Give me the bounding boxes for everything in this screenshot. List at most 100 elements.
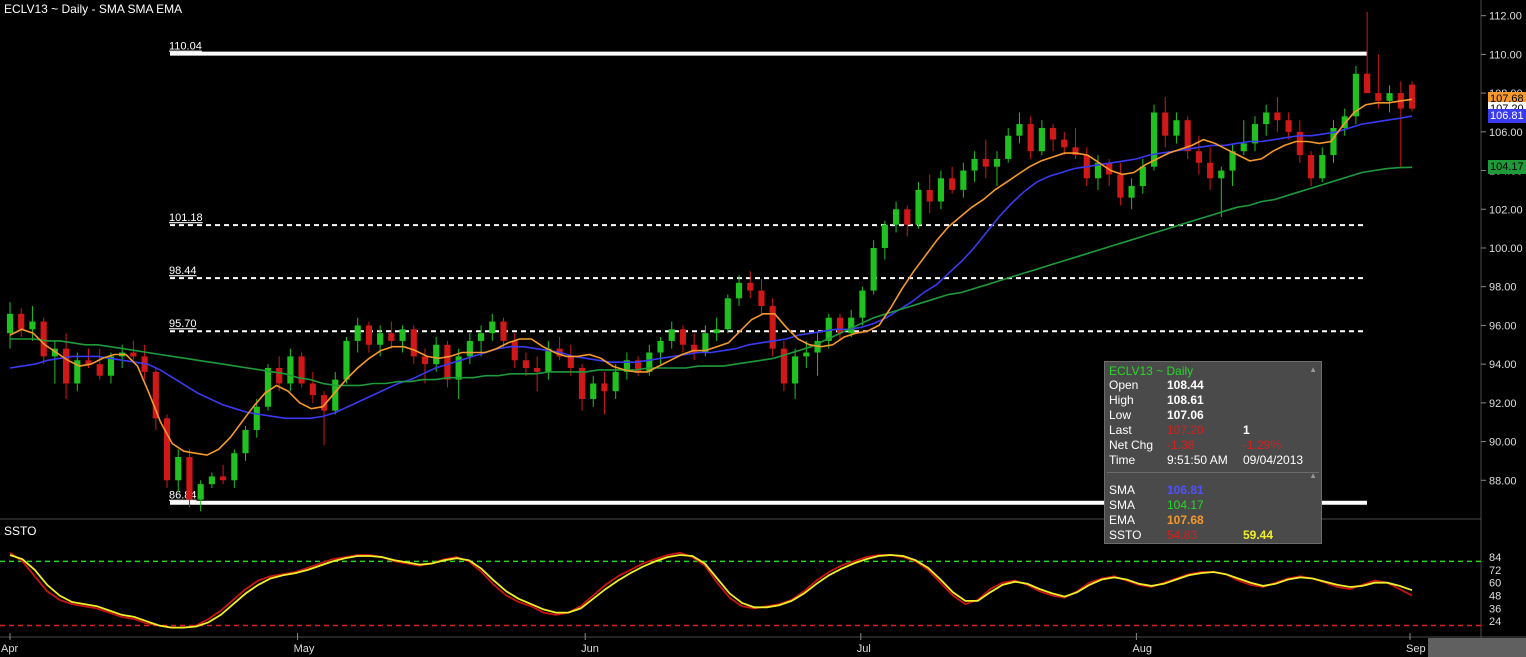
candle-body [1038,127,1045,152]
candle-body [915,189,922,225]
candle-body [937,178,945,202]
candle-body [1341,116,1348,128]
netchg-row: Net Chg -1.38 -1.29% [1109,438,1319,453]
candle-body [152,371,159,419]
time-value: 9:51:50 AM [1167,453,1228,467]
candle-body [646,352,653,372]
candle-body [1240,143,1247,152]
candle-body [1408,84,1416,109]
candle-body [960,170,967,190]
sma2-row: SMA 104.17 [1109,498,1319,513]
candle-body [949,178,956,190]
candle-body [679,329,687,345]
ssto-tick-label: 48 [1489,591,1501,603]
time-axis: Apr May Jun Jul Aug Sep [1,633,1426,655]
candle-body [792,356,799,384]
candle-body [6,313,14,334]
candle-body [1319,155,1326,179]
candle-body [264,368,272,407]
collapse-section-icon[interactable]: ▲ [1309,471,1317,480]
candle-body [388,333,395,341]
candle-body [186,457,193,500]
ssto-row: SSTO 54.83 59.44 [1109,528,1319,543]
ssto-k-line [9,551,1413,629]
candle-body [197,484,204,500]
candle-body [713,329,720,334]
candle-body [1050,127,1057,140]
last-row: Last 107.20 1 [1109,423,1319,438]
ma-line-ema-2 [9,98,1413,456]
candle-body [175,457,182,481]
candle-body [1173,120,1180,136]
candle-body [343,340,350,380]
low-label: Low [1109,408,1132,422]
candle-body [253,406,260,430]
candle-body [1375,93,1382,101]
candle-body [242,429,249,454]
candle-body [455,356,462,380]
candle-body [892,209,900,225]
low-row: Low 107.06 [1109,408,1319,423]
open-label: Open [1109,378,1139,392]
ssto-label: SSTO [4,524,37,538]
candle-body [780,348,787,384]
open-row: Open 108.44 [1109,378,1319,393]
data-window[interactable]: ECLV13 ~ Daily ▲ Open 108.44 High 108.61… [1104,361,1322,544]
ssto-tick-label: 84 [1489,552,1501,564]
month-label: Aug [1132,643,1152,655]
time-label: Time [1109,453,1136,467]
candle-body [1263,112,1270,125]
price-tick-label: 96.00 [1489,320,1517,332]
ssto-value-k: 54.83 [1167,528,1198,542]
price-tick-label: 106.00 [1489,127,1523,139]
collapse-up-icon[interactable]: ▲ [1309,365,1317,374]
moving-averages [9,98,1413,456]
time-scrollbar[interactable] [1428,638,1526,657]
candle-body [825,317,832,341]
candle-body [40,321,47,357]
ema-label: EMA [1109,513,1136,527]
candle-body [691,344,698,353]
candle-body [848,317,855,334]
candle-body [96,364,103,376]
netchg-label: Net Chg [1109,438,1154,452]
chart-title: ECLV13 ~ Daily - SMA SMA EMA [4,2,183,16]
ssto-value-d: 59.44 [1243,528,1274,542]
price-tick-label: 92.00 [1489,398,1517,410]
candle-body [859,290,866,318]
sma1-label: SMA [1109,483,1136,497]
candle-body [421,356,429,365]
candle-body [1364,73,1371,94]
ssto-row-label: SSTO [1109,528,1142,542]
candle-body [466,340,473,357]
candle-body [1005,135,1012,159]
candle-body [354,325,361,341]
last-value: 107.20 [1167,423,1204,437]
price-tag: 104.17 [1488,160,1526,175]
netchg-value: -1.38 [1167,438,1195,452]
candle-body [578,368,586,399]
candle-body [747,282,754,291]
candle-body [1195,151,1202,163]
netchg-pct: -1.29% [1243,438,1282,452]
candle-body [489,321,496,334]
candle-body [1139,166,1146,187]
last-label: Last [1109,423,1132,437]
sma2-label: SMA [1109,498,1136,512]
level-label: 110.04 [169,41,202,53]
ssto-tick-label: 60 [1489,578,1501,590]
candle-body [1218,170,1225,179]
candle-body [1386,93,1393,101]
candle-body [1251,124,1259,144]
high-row: High 108.61 [1109,393,1319,408]
candle-body [1117,174,1124,198]
month-label: May [294,643,315,655]
candle-body [1027,124,1034,152]
price-tick-label: 100.00 [1489,243,1523,255]
price-tick-label: 112.00 [1489,11,1522,23]
price-tick-label: 94.00 [1489,359,1517,371]
candle-body [107,356,115,376]
